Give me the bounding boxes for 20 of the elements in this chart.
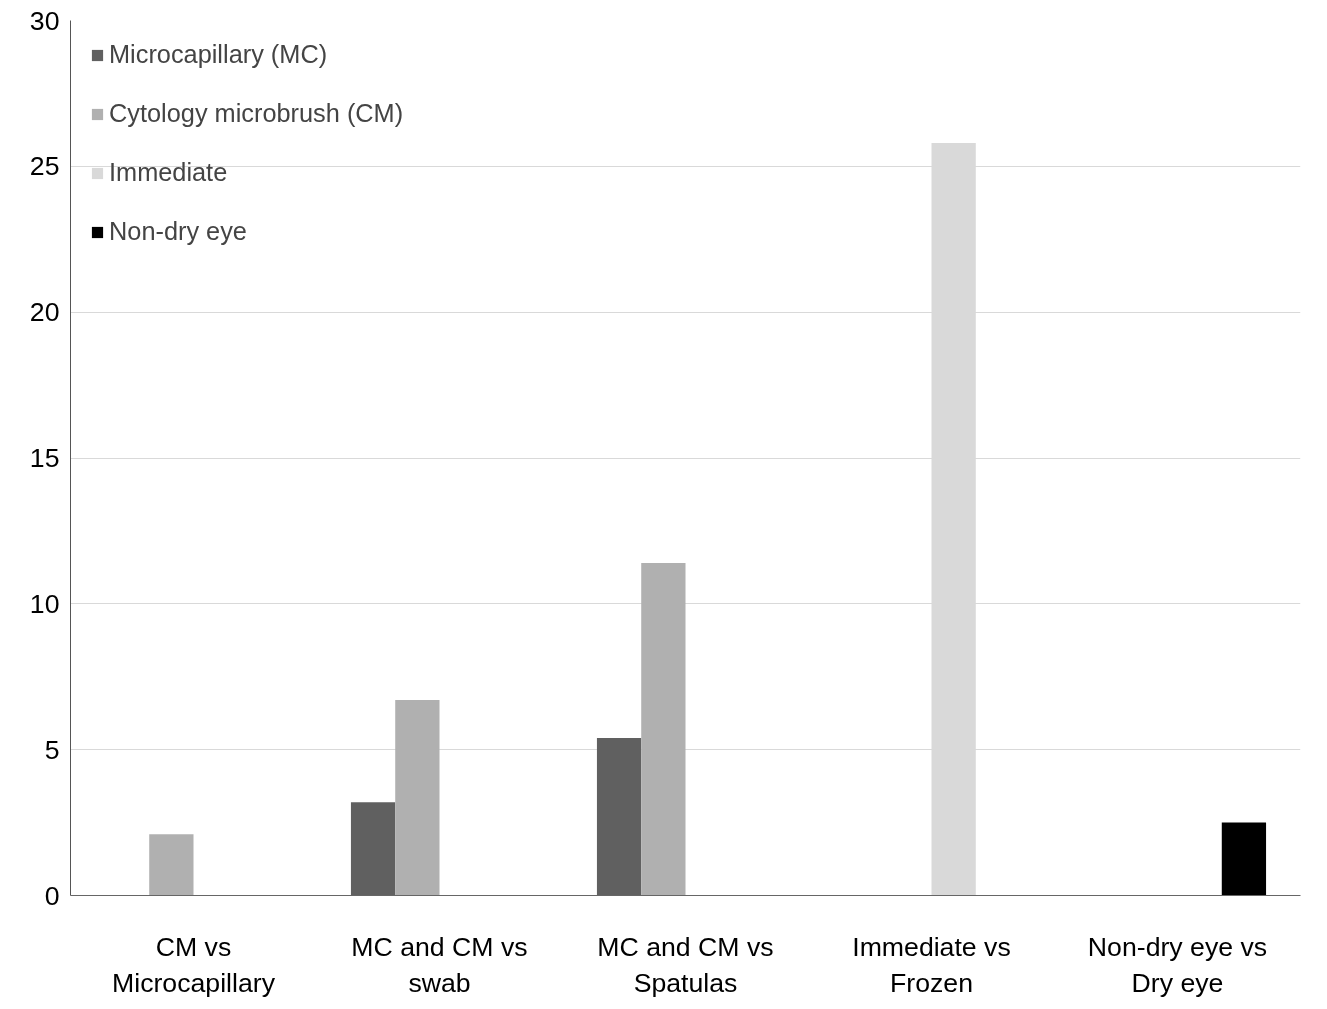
x-tick-label: MC and CM vs Spatulas bbox=[597, 931, 774, 998]
bar bbox=[395, 700, 440, 896]
x-tick-label: Immediate vs Frozen bbox=[852, 931, 1011, 998]
x-tick-label: CM vs Microcapillary bbox=[112, 931, 276, 998]
bar bbox=[641, 563, 686, 896]
legend-label: Cytology microbrush (CM) bbox=[109, 99, 404, 128]
bar bbox=[1221, 822, 1267, 896]
y-tick-label: 0 bbox=[44, 880, 60, 911]
y-tick-label: 10 bbox=[29, 588, 60, 619]
x-tick-label: MC and CM vs swab bbox=[351, 931, 528, 998]
y-tick-label: 5 bbox=[44, 734, 60, 765]
legend-label: Microcapillary (MC) bbox=[109, 40, 328, 69]
bar bbox=[149, 834, 194, 896]
y-tick-label: 20 bbox=[29, 297, 60, 328]
legend-label: Immediate bbox=[109, 158, 228, 187]
y-tick-label: 25 bbox=[29, 151, 60, 182]
y-tick-label: 30 bbox=[29, 5, 60, 36]
y-tick-label: 15 bbox=[29, 443, 60, 473]
x-tick-label: Non-dry eye vs Dry eye bbox=[1087, 931, 1268, 998]
legend-label: Non-dry eye bbox=[109, 217, 247, 246]
